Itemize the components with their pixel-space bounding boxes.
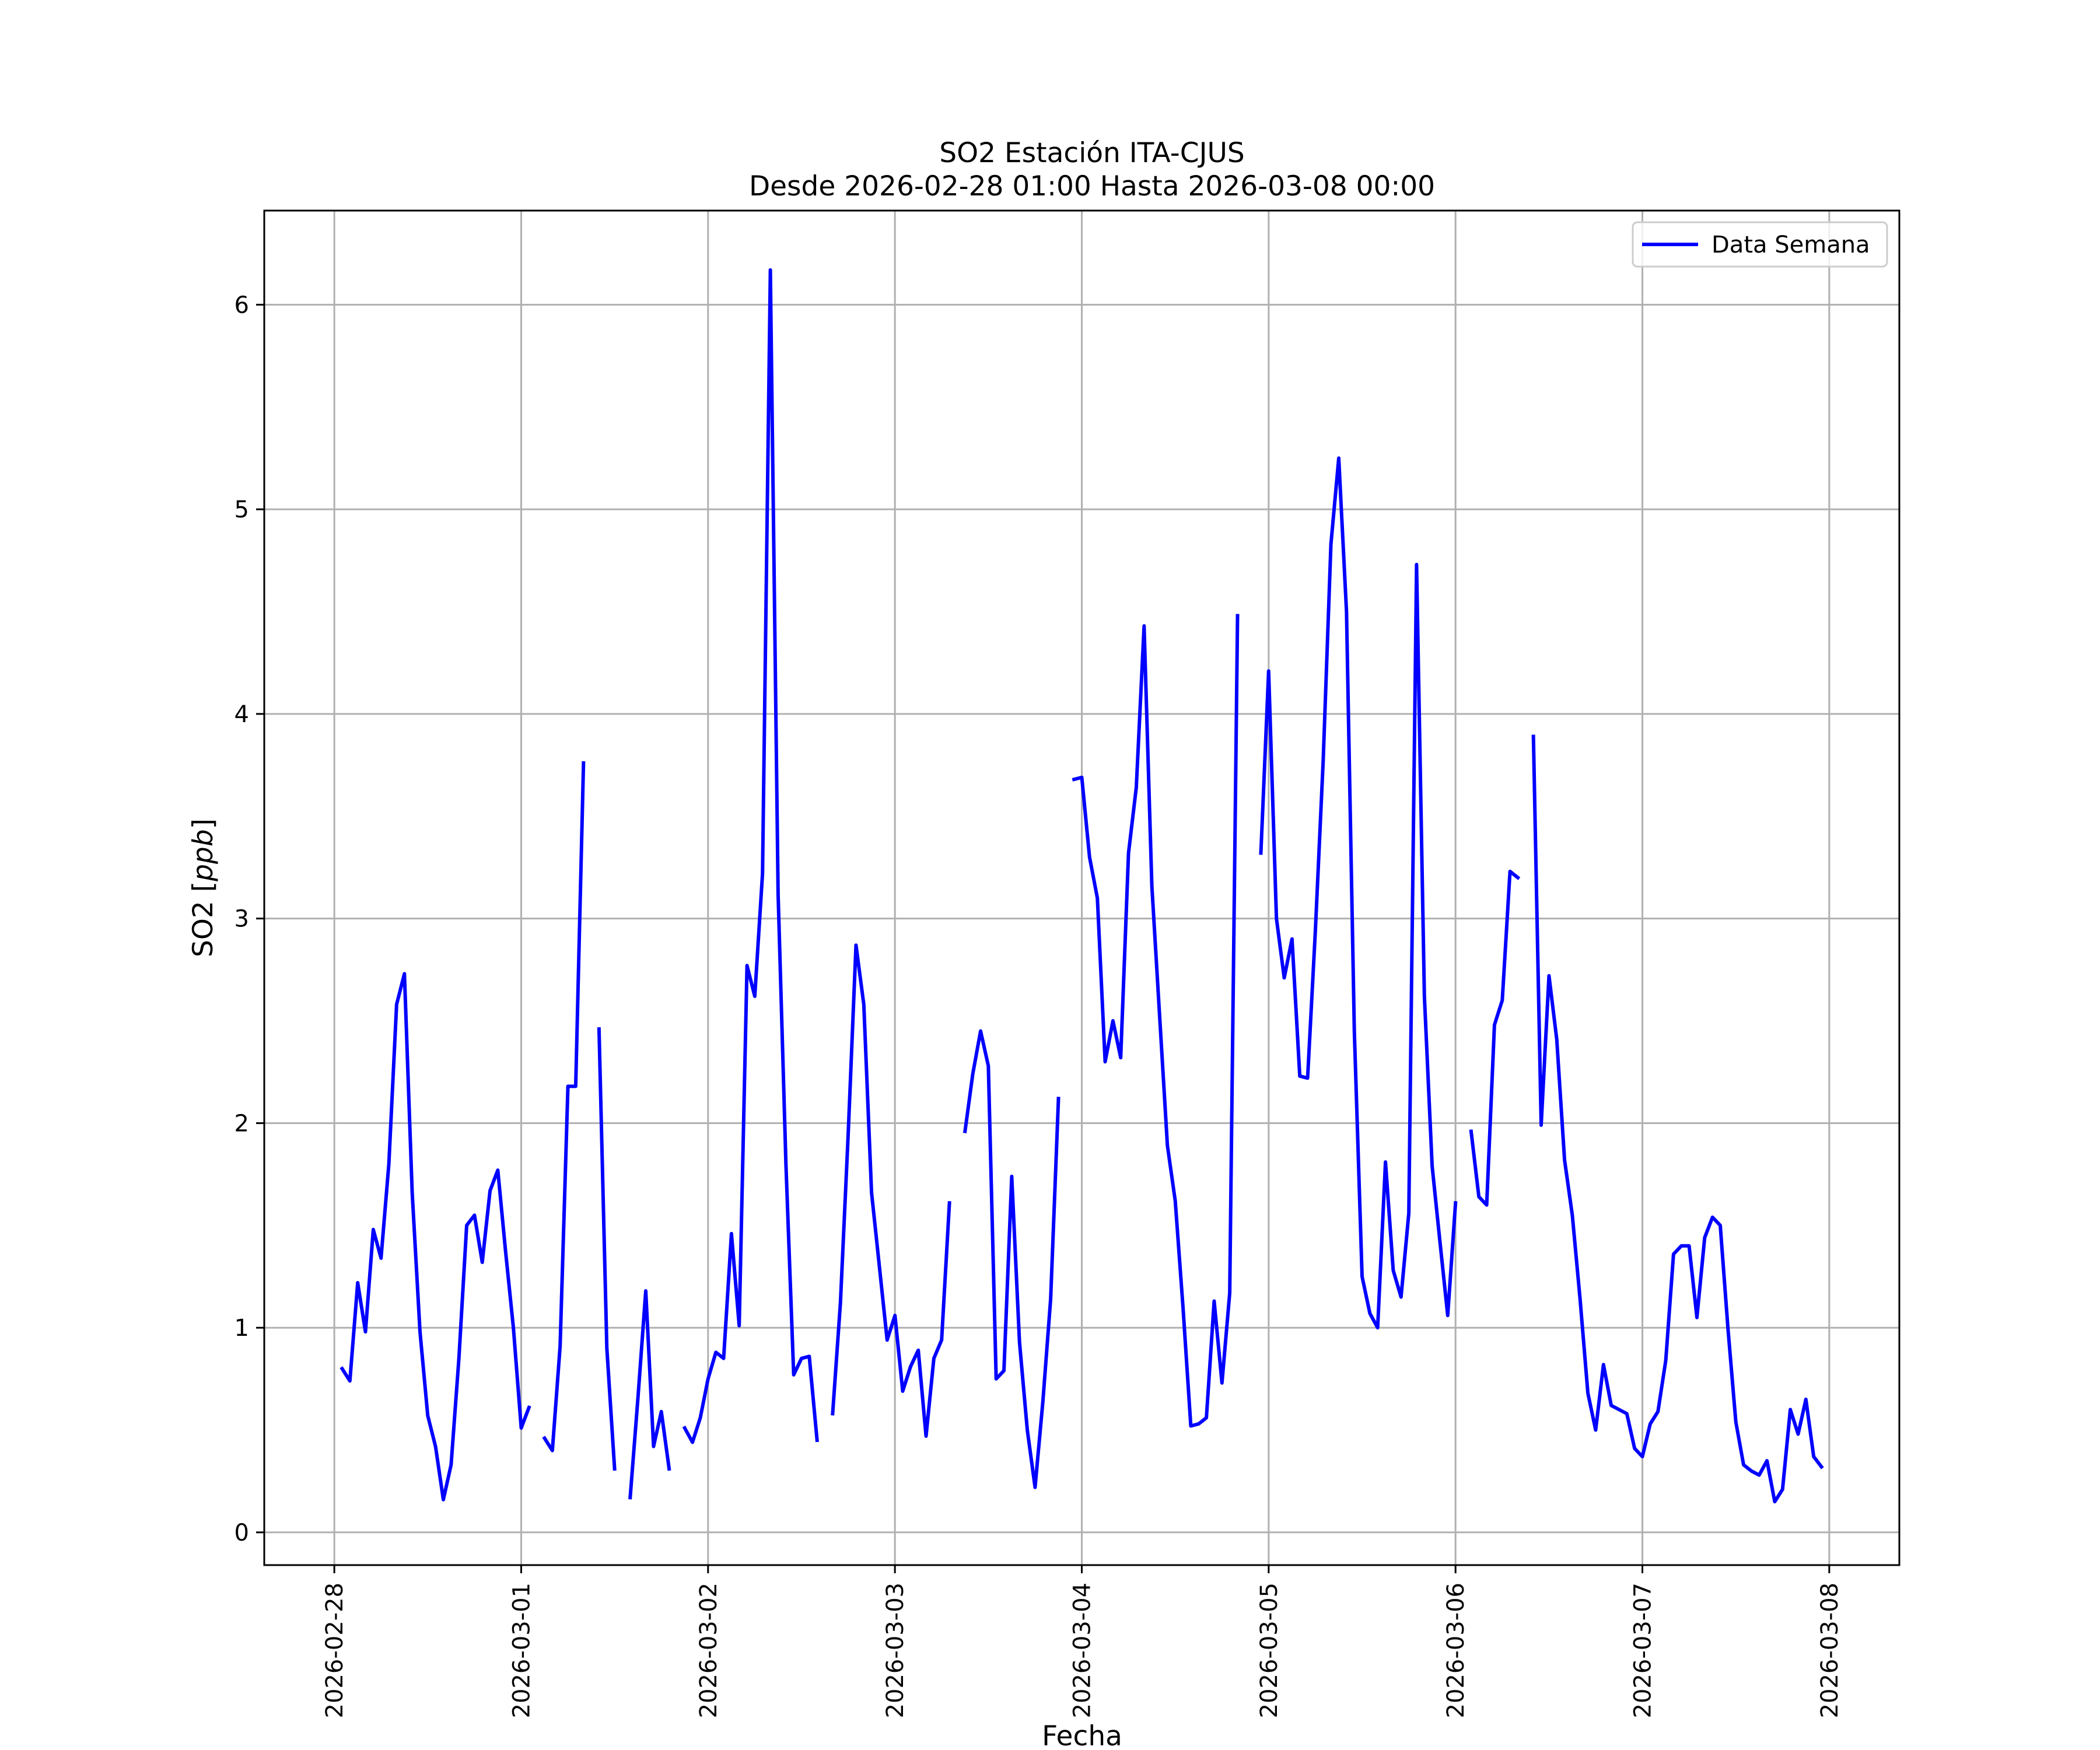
series-segment-data-semana — [628, 1289, 671, 1500]
legend: Data Semana — [1632, 221, 1888, 268]
series-segment-data-semana — [831, 943, 951, 1438]
y-tick-label: 5 — [235, 496, 249, 523]
x-tick-label: 2026-03-04 — [1069, 1583, 1096, 1718]
series-segment-data-semana — [1469, 869, 1521, 1207]
y-tick-label: 2 — [235, 1110, 249, 1137]
series-segment-data-semana — [1072, 614, 1240, 1428]
x-tick-label: 2026-03-03 — [882, 1583, 909, 1718]
chart-title: SO2 Estación ITA-CJUS — [939, 137, 1244, 169]
legend-label-data-semana: Data Semana — [1712, 232, 1870, 258]
x-tick-label: 2026-03-05 — [1256, 1583, 1283, 1718]
series-segment-data-semana — [1531, 734, 1824, 1504]
y-axis-title-unit: ppb — [187, 829, 219, 882]
series-segment-data-semana — [1259, 456, 1458, 1330]
legend-frame — [1632, 221, 1888, 268]
axis-ticks: 2026-02-28 2026-03-01 2026-03-02 2026-03-03… — [235, 292, 1843, 1718]
series-segment-data-semana — [542, 761, 586, 1452]
series-segment-data-semana — [340, 972, 531, 1502]
y-axis-title-prefix: SO2 [ — [187, 881, 219, 957]
y-tick-label: 0 — [235, 1520, 249, 1546]
series-segment-data-semana — [597, 1027, 617, 1471]
x-tick-label: 2026-03-01 — [508, 1583, 535, 1718]
y-axis-title-suffix: ] — [187, 818, 219, 829]
chart-subtitle: Desde 2026-02-28 01:00 Hasta 2026-03-08 … — [749, 170, 1435, 202]
y-tick-label: 6 — [235, 292, 249, 318]
y-axis-title: SO2 [ppb] — [187, 818, 219, 957]
grid-lines — [264, 211, 1899, 1565]
x-tick-label: 2026-02-28 — [321, 1583, 348, 1718]
x-tick-label: 2026-03-06 — [1443, 1583, 1469, 1718]
x-tick-label: 2026-03-02 — [695, 1583, 722, 1718]
y-tick-label: 1 — [235, 1315, 249, 1342]
series-segment-data-semana — [963, 1029, 1060, 1489]
x-axis-title: Fecha — [1042, 1720, 1122, 1750]
series-lines — [340, 268, 1824, 1504]
series-segment-data-semana — [682, 268, 819, 1444]
x-tick-label: 2026-03-08 — [1817, 1583, 1843, 1718]
y-tick-label: 3 — [235, 906, 249, 933]
y-tick-label: 4 — [235, 701, 249, 728]
x-tick-label: 2026-03-07 — [1630, 1583, 1657, 1718]
